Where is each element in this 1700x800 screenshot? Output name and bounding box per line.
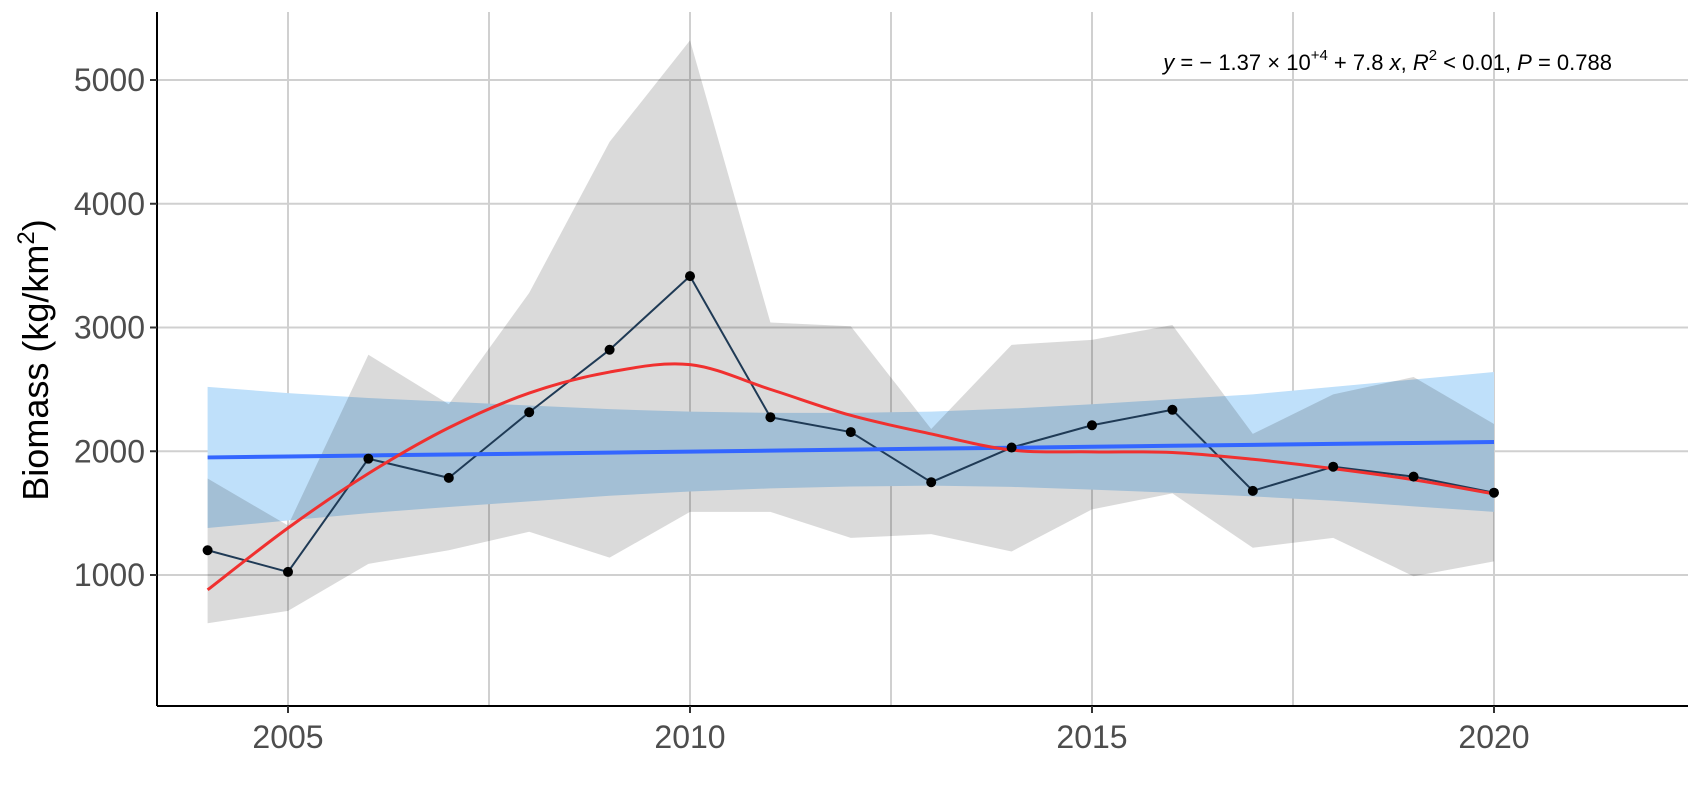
data-point [1408, 471, 1419, 482]
data-point [283, 566, 293, 577]
data-point [845, 427, 856, 438]
y-axis-title: Biomass (kg/km2) [13, 219, 56, 500]
data-point [926, 477, 937, 488]
data-point [1328, 461, 1339, 472]
y-tick-label: 3000 [74, 310, 145, 346]
observed-range-ribbon [207, 40, 1495, 624]
tick-labels: 1000 2000 3000 4000 5000 2005 2010 2015 2020 [74, 62, 1530, 755]
data-point [1489, 487, 1499, 498]
y-tick-label: 4000 [74, 186, 145, 222]
x-tick-label: 2020 [1458, 719, 1529, 755]
x-tick-label: 2015 [1056, 719, 1127, 755]
data-point [685, 271, 695, 282]
data-points [202, 271, 1499, 577]
data-point [765, 412, 776, 423]
data-point [604, 344, 615, 355]
y-tick-label: 5000 [74, 62, 145, 98]
data-point [443, 472, 454, 483]
data-point [1247, 485, 1258, 496]
data-point [202, 545, 213, 556]
x-tick-label: 2005 [252, 719, 323, 755]
y-tick-label: 2000 [74, 433, 145, 469]
data-point [524, 407, 535, 418]
smoothed-trend-line [206, 362, 1495, 592]
data-point [363, 453, 374, 464]
linear-trend-line [207, 439, 1495, 460]
y-tick-label: 1000 [74, 557, 145, 593]
data-point [1167, 404, 1178, 415]
data-point [1006, 442, 1017, 453]
axes [150, 12, 1688, 713]
data-point [1087, 420, 1097, 431]
x-tick-label: 2010 [654, 719, 725, 755]
regression-annotation: y = − 1.37 × 10+4 + 7.8 x, R2 < 0.01, P … [1161, 47, 1612, 75]
